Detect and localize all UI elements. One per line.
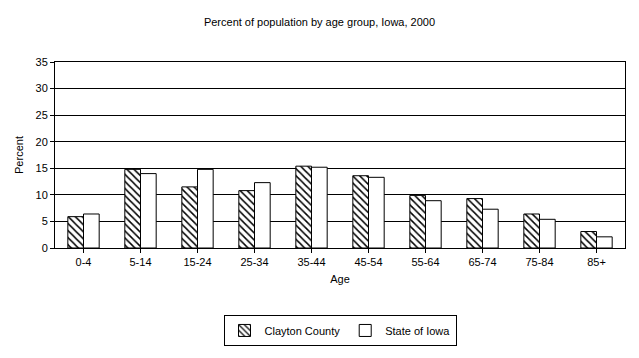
svg-text:45-54: 45-54 xyxy=(354,256,382,268)
svg-text:5-14: 5-14 xyxy=(129,256,151,268)
svg-text:65-74: 65-74 xyxy=(468,256,496,268)
svg-text:35: 35 xyxy=(36,56,48,68)
svg-text:Age: Age xyxy=(330,273,350,285)
svg-text:0: 0 xyxy=(42,242,48,254)
svg-text:75-84: 75-84 xyxy=(525,256,553,268)
svg-text:Clayton County: Clayton County xyxy=(265,325,341,337)
svg-text:35-44: 35-44 xyxy=(297,256,325,268)
svg-text:30: 30 xyxy=(36,82,48,94)
svg-text:0-4: 0-4 xyxy=(76,256,92,268)
svg-text:State of Iowa: State of Iowa xyxy=(385,325,450,337)
svg-text:5: 5 xyxy=(42,215,48,227)
svg-text:85+: 85+ xyxy=(587,256,606,268)
svg-text:25-34: 25-34 xyxy=(240,256,268,268)
svg-text:Percent: Percent xyxy=(13,136,25,174)
svg-text:15-24: 15-24 xyxy=(183,256,211,268)
svg-text:10: 10 xyxy=(36,189,48,201)
svg-text:55-64: 55-64 xyxy=(411,256,439,268)
svg-text:Percent of population by age g: Percent of population by age group, Iowa… xyxy=(204,16,435,28)
svg-text:20: 20 xyxy=(36,136,48,148)
svg-text:25: 25 xyxy=(36,109,48,121)
svg-text:15: 15 xyxy=(36,162,48,174)
